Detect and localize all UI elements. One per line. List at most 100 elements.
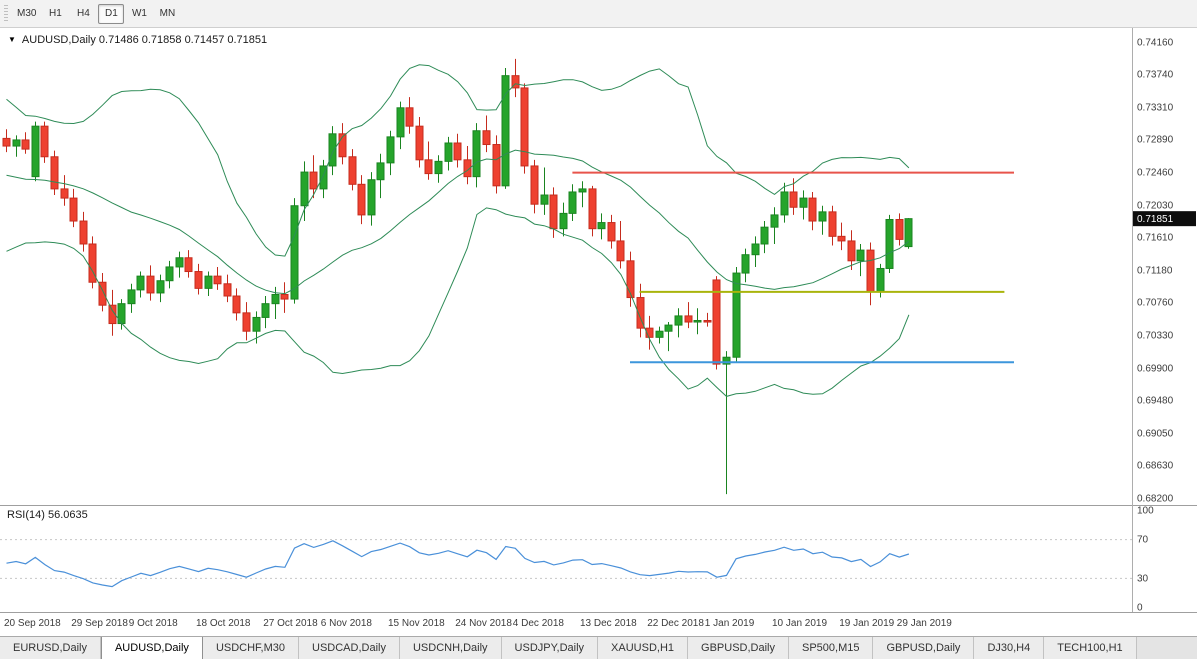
horizontal-lines — [572, 171, 1014, 364]
candle-body — [530, 165, 539, 205]
price-axis-label: 0.68200 — [1137, 494, 1174, 505]
chart-tab-eurusd-daily[interactable]: EURUSD,Daily — [0, 637, 101, 659]
price-chart-canvas[interactable]: 0.74160 0.73740 0.73310 0.72890 0.72460 0.720… — [0, 28, 1197, 505]
rsi-chart-canvas[interactable]: 100 70 30 0 — [0, 505, 1197, 612]
candle-body — [732, 272, 741, 358]
chart-tab-usdchf-m30[interactable]: USDCHF,M30 — [202, 637, 300, 659]
time-axis-label: 6 Nov 2018 — [320, 618, 372, 629]
chart-tab-xauusd-h1[interactable]: XAUUSD,H1 — [598, 637, 689, 659]
candle-body — [21, 139, 30, 150]
candle-body — [415, 125, 424, 161]
chart-tab-gbpusd-daily[interactable]: GBPUSD,Daily — [873, 637, 975, 659]
candle-body — [578, 188, 587, 193]
timeframe-button-h4[interactable]: H4 — [77, 7, 90, 19]
candle-body — [693, 319, 702, 323]
time-axis-label: 18 Oct 2018 — [196, 618, 251, 629]
candle-body — [818, 211, 827, 222]
timeframe-button-d1[interactable]: D1 — [98, 3, 125, 24]
chart-tab-gbpusd-daily[interactable]: GBPUSD,Daily — [688, 637, 789, 659]
price-axis-label: 0.69480 — [1137, 396, 1174, 407]
price-axis-label: 0.73310 — [1137, 103, 1174, 114]
price-axis-label: 0.69900 — [1137, 363, 1174, 374]
candle-body — [290, 205, 299, 300]
candle-body — [597, 222, 606, 230]
candle-body — [175, 257, 184, 268]
candle-body — [367, 179, 376, 216]
candle-body — [607, 222, 616, 242]
time-axis-label: 24 Nov 2018 — [455, 618, 512, 629]
candle-body — [876, 267, 885, 292]
chart-tab-audusd-daily[interactable]: AUDUSD,Daily — [100, 637, 203, 659]
candle-body — [655, 330, 664, 338]
time-axis-label: 19 Jan 2019 — [839, 618, 895, 629]
price-pane: 0.74160 0.73740 0.73310 0.72890 0.72460 0.720… — [0, 28, 1197, 505]
rsi-axis-label: 0 — [1137, 603, 1143, 613]
candle-body — [885, 219, 894, 269]
timeframe-button-w1[interactable]: W1 — [131, 7, 147, 19]
candle-body — [165, 266, 174, 282]
chart-menu-icon[interactable]: ▼ — [8, 35, 16, 44]
candle-body — [40, 125, 49, 158]
candle-body — [309, 171, 318, 190]
candlestick-series — [2, 58, 913, 495]
candle-body — [376, 162, 385, 181]
candle-body — [60, 188, 69, 199]
time-axis-label: 13 Dec 2018 — [580, 618, 637, 629]
chart-tab-usdcnh-daily[interactable]: USDCNH,Daily — [399, 637, 502, 659]
candle-body — [31, 125, 40, 178]
price-axis-label: 0.69050 — [1137, 428, 1174, 439]
candle-body — [741, 254, 750, 274]
timeframe-button-m30[interactable]: M30 — [17, 7, 37, 19]
candle-body — [472, 130, 481, 178]
candle-body — [386, 136, 395, 164]
rsi-axis-label: 70 — [1137, 535, 1149, 546]
time-axis-label: 10 Jan 2019 — [772, 618, 828, 629]
rsi-axis-label: 30 — [1137, 573, 1149, 584]
time-axis-label: 22 Dec 2018 — [647, 618, 704, 629]
candle-body — [348, 156, 357, 185]
candle-body — [79, 220, 88, 245]
bollinger-bands — [6, 64, 910, 397]
toolbar-grip[interactable] — [4, 4, 8, 23]
candle-body — [770, 214, 779, 228]
timeframe-button-mn[interactable]: MN — [159, 7, 176, 19]
rsi-axis-label: 100 — [1137, 506, 1154, 517]
bollinger-upper-band — [6, 64, 910, 257]
time-axis-label: 20 Sep 2018 — [4, 618, 61, 629]
time-axis-label: 29 Jan 2019 — [896, 618, 952, 629]
price-axis-label: 0.68630 — [1137, 461, 1174, 472]
candle-body — [357, 183, 366, 216]
candle-body — [808, 197, 817, 222]
candle-body — [540, 194, 549, 205]
bollinger-lower-band — [6, 207, 910, 397]
candle-body — [127, 289, 136, 305]
chart-tab-usdjpy-daily[interactable]: USDJPY,Daily — [501, 637, 599, 659]
time-axis-label: 29 Sep 2018 — [71, 618, 128, 629]
time-axis-label: 15 Nov 2018 — [388, 618, 445, 629]
chart-tab-sp500-m15[interactable]: SP500,M15 — [788, 637, 874, 659]
price-axis-label: 0.72890 — [1137, 135, 1174, 146]
candle-body — [712, 279, 721, 365]
price-axis-label: 0.71610 — [1137, 233, 1174, 244]
chart-tab-tech100-h1[interactable]: TECH100,H1 — [1044, 637, 1137, 659]
bollinger-middle-band — [6, 149, 910, 295]
candle-body — [271, 293, 280, 305]
candle-body — [482, 130, 491, 146]
time-axis[interactable]: 20 Sep 2018 29 Sep 2018 9 Oct 2018 18 Oct 2… — [0, 612, 1197, 636]
price-axis-label: 0.72460 — [1137, 168, 1174, 179]
candle-body — [492, 144, 501, 187]
chart-tab-usdcad-daily[interactable]: USDCAD,Daily — [299, 637, 400, 659]
candle-body — [684, 315, 693, 323]
time-axis-label: 27 Oct 2018 — [263, 618, 318, 629]
timeframe-button-h1[interactable]: H1 — [49, 7, 62, 19]
candle-body — [636, 297, 645, 329]
price-axis[interactable]: 0.74160 0.73740 0.73310 0.72890 0.72460 0.720… — [1137, 38, 1174, 505]
time-axis-label: 1 Jan 2019 — [704, 618, 755, 629]
chart-tab-dj30-h4[interactable]: DJ30,H4 — [974, 637, 1045, 659]
candle-body — [501, 75, 510, 187]
current-price-badge — [1133, 211, 1196, 227]
candle-body — [520, 87, 529, 167]
candle-body — [828, 211, 837, 237]
chart-tabs-bar: EURUSD,Daily AUDUSD,Daily USDCHF,M30 USDCAD… — [0, 636, 1197, 659]
